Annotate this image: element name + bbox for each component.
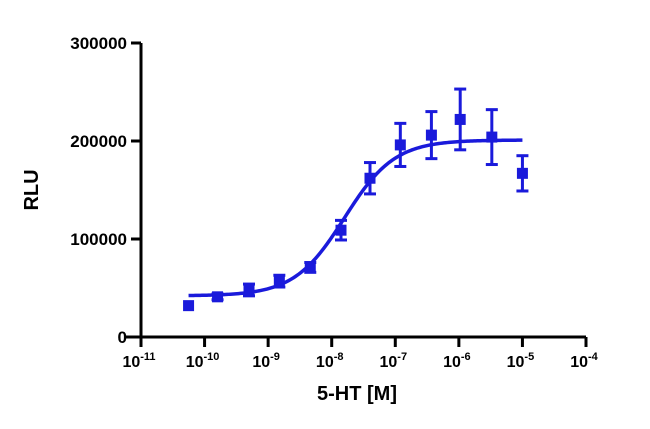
x-tick-exponent: -6 <box>461 351 471 363</box>
x-tick-base: 10 <box>186 354 204 371</box>
data-point <box>273 273 286 289</box>
point-marker <box>516 167 528 179</box>
point-marker <box>486 131 498 143</box>
x-tick-label: 10-8 <box>316 351 344 371</box>
data-points-layer <box>183 87 529 312</box>
point-marker <box>273 275 285 287</box>
point-marker <box>212 291 224 303</box>
point-marker <box>364 172 376 184</box>
x-ticks: 10-11 10-10 10-9 10-8 10-7 10-6 10-5 10-4 <box>122 337 599 371</box>
x-tick-base: 10 <box>443 354 461 371</box>
data-point <box>183 300 195 312</box>
fit-curve-layer <box>188 138 523 298</box>
data-point <box>243 282 256 298</box>
point-marker <box>394 139 406 151</box>
x-tick-exponent: -11 <box>140 351 155 363</box>
data-point <box>485 108 498 167</box>
x-tick-exponent: -8 <box>334 351 344 363</box>
point-marker <box>183 300 195 312</box>
point-marker <box>454 113 466 125</box>
point-marker <box>243 284 255 296</box>
x-tick-label: 10-7 <box>379 351 407 371</box>
x-tick-base: 10 <box>316 354 334 371</box>
x-tick-base: 10 <box>252 354 270 371</box>
data-point <box>516 154 529 193</box>
point-marker <box>425 129 437 141</box>
x-tick-exponent: -10 <box>204 351 220 363</box>
y-tick-label: 300000 <box>70 34 127 53</box>
axes <box>126 43 586 339</box>
y-axis-label: RLU <box>21 169 43 210</box>
data-point <box>363 161 376 196</box>
data-point <box>211 291 224 303</box>
x-tick-label: 10-4 <box>570 351 598 371</box>
x-tick-label: 10-10 <box>186 351 220 371</box>
y-ticks: 0 100000 200000 300000 <box>70 34 141 347</box>
x-tick-base: 10 <box>507 354 525 371</box>
x-tick-exponent: -7 <box>397 351 407 363</box>
x-tick-exponent: -5 <box>524 351 534 363</box>
x-tick-base: 10 <box>570 354 588 371</box>
x-tick-label: 10-9 <box>252 351 280 371</box>
data-point <box>454 87 467 152</box>
y-tick-label: 0 <box>118 328 127 347</box>
x-tick-exponent: -9 <box>270 351 280 363</box>
data-point <box>304 261 317 274</box>
x-tick-label: 10-6 <box>443 351 471 371</box>
y-tick-label: 100000 <box>70 230 127 249</box>
data-point <box>425 110 438 161</box>
x-tick-label: 10-5 <box>507 351 535 371</box>
x-axis-label: 5-HT [M] <box>317 383 397 405</box>
y-tick-label: 200000 <box>70 132 127 151</box>
data-point <box>394 121 407 168</box>
x-tick-exponent: -4 <box>588 351 599 363</box>
x-tick-label: 10-11 <box>122 351 155 371</box>
x-tick-base: 10 <box>379 354 397 371</box>
point-marker <box>304 261 316 273</box>
x-tick-base: 10 <box>122 354 140 371</box>
fit-curve <box>188 138 523 298</box>
point-marker <box>335 224 347 236</box>
data-point <box>335 218 348 242</box>
